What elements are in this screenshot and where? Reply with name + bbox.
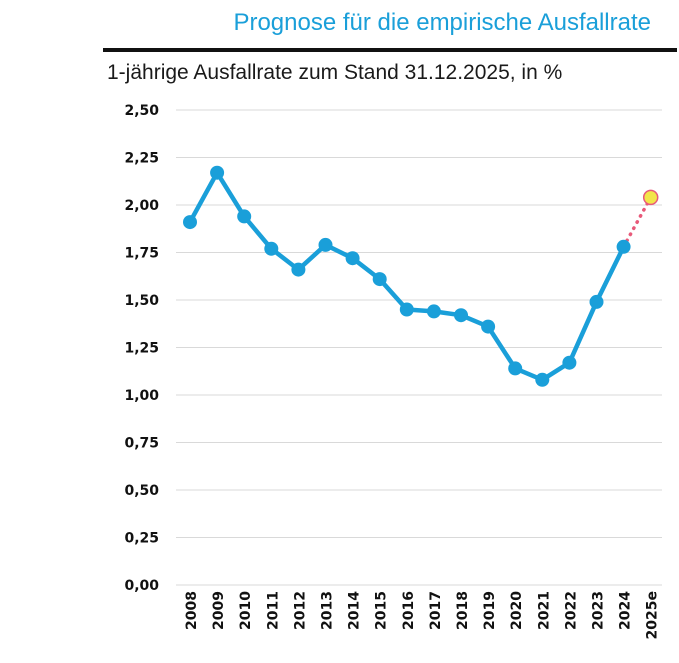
x-tick-label: 2011 bbox=[265, 591, 281, 630]
grid-lines bbox=[176, 109, 662, 586]
y-tick-label: 0,50 bbox=[124, 483, 159, 499]
x-tick-label: 2015 bbox=[374, 591, 390, 630]
y-tick-label: 1,50 bbox=[124, 293, 159, 309]
y-tick-label: 0,25 bbox=[124, 531, 159, 547]
data-point bbox=[345, 251, 360, 266]
x-axis-tick-labels: 2008 2009 2010 2011 2012 2013 2014 2015 2016 2017… bbox=[184, 591, 661, 640]
data-point bbox=[616, 239, 631, 254]
x-tick-label: 2023 bbox=[591, 591, 607, 630]
data-point bbox=[399, 302, 414, 317]
data-point bbox=[426, 304, 441, 319]
x-tick-label: 2016 bbox=[401, 591, 417, 630]
data-point bbox=[291, 262, 306, 277]
data-point bbox=[372, 272, 387, 287]
data-points bbox=[183, 165, 659, 387]
x-tick-label: 2017 bbox=[428, 591, 444, 630]
forecast-point bbox=[642, 189, 659, 206]
y-tick-label: 2,25 bbox=[124, 151, 159, 167]
x-tick-label: 2009 bbox=[211, 591, 227, 630]
data-point bbox=[481, 319, 496, 334]
x-tick-label: 2025e bbox=[645, 591, 661, 639]
x-tick-label: 2021 bbox=[536, 591, 552, 630]
data-point bbox=[237, 209, 252, 224]
y-tick-label: 1,00 bbox=[124, 388, 159, 404]
x-tick-label: 2022 bbox=[563, 591, 579, 630]
data-point bbox=[264, 241, 279, 256]
y-tick-label: 0,75 bbox=[124, 436, 159, 452]
y-axis-tick-labels: 0,00 0,25 0,50 0,75 1,00 1,25 1,50 1,75 2,00 2,25… bbox=[124, 103, 159, 594]
data-point bbox=[183, 215, 197, 230]
x-tick-label: 2018 bbox=[455, 591, 471, 630]
y-tick-label: 2,00 bbox=[124, 198, 159, 214]
chart-title: Prognose für die empirische Ausfallrate bbox=[233, 9, 651, 36]
chart-subtitle: 1-jährige Ausfallrate zum Stand 31.12.20… bbox=[107, 61, 563, 84]
data-point bbox=[508, 361, 523, 376]
data-point bbox=[454, 308, 468, 323]
x-tick-label: 2010 bbox=[238, 591, 254, 630]
x-tick-label: 2012 bbox=[292, 591, 308, 630]
title-rule bbox=[103, 48, 677, 52]
x-tick-label: 2019 bbox=[482, 591, 498, 630]
data-point bbox=[589, 294, 604, 309]
y-tick-label: 1,25 bbox=[124, 341, 159, 357]
forecast-line bbox=[621, 195, 653, 249]
data-point bbox=[535, 372, 550, 387]
x-tick-label: 2013 bbox=[320, 591, 336, 630]
data-point bbox=[562, 355, 577, 370]
x-tick-label: 2020 bbox=[509, 591, 525, 630]
data-point bbox=[318, 237, 333, 252]
y-tick-label: 1,75 bbox=[124, 246, 159, 262]
y-tick-label: 2,50 bbox=[124, 103, 159, 119]
x-tick-label: 2008 bbox=[184, 591, 200, 630]
y-tick-label: 0,00 bbox=[124, 578, 159, 594]
x-tick-label: 2024 bbox=[618, 591, 634, 630]
data-point bbox=[210, 165, 225, 180]
series-line bbox=[188, 170, 626, 383]
x-tick-label: 2014 bbox=[347, 591, 363, 630]
series-lines bbox=[188, 170, 653, 383]
